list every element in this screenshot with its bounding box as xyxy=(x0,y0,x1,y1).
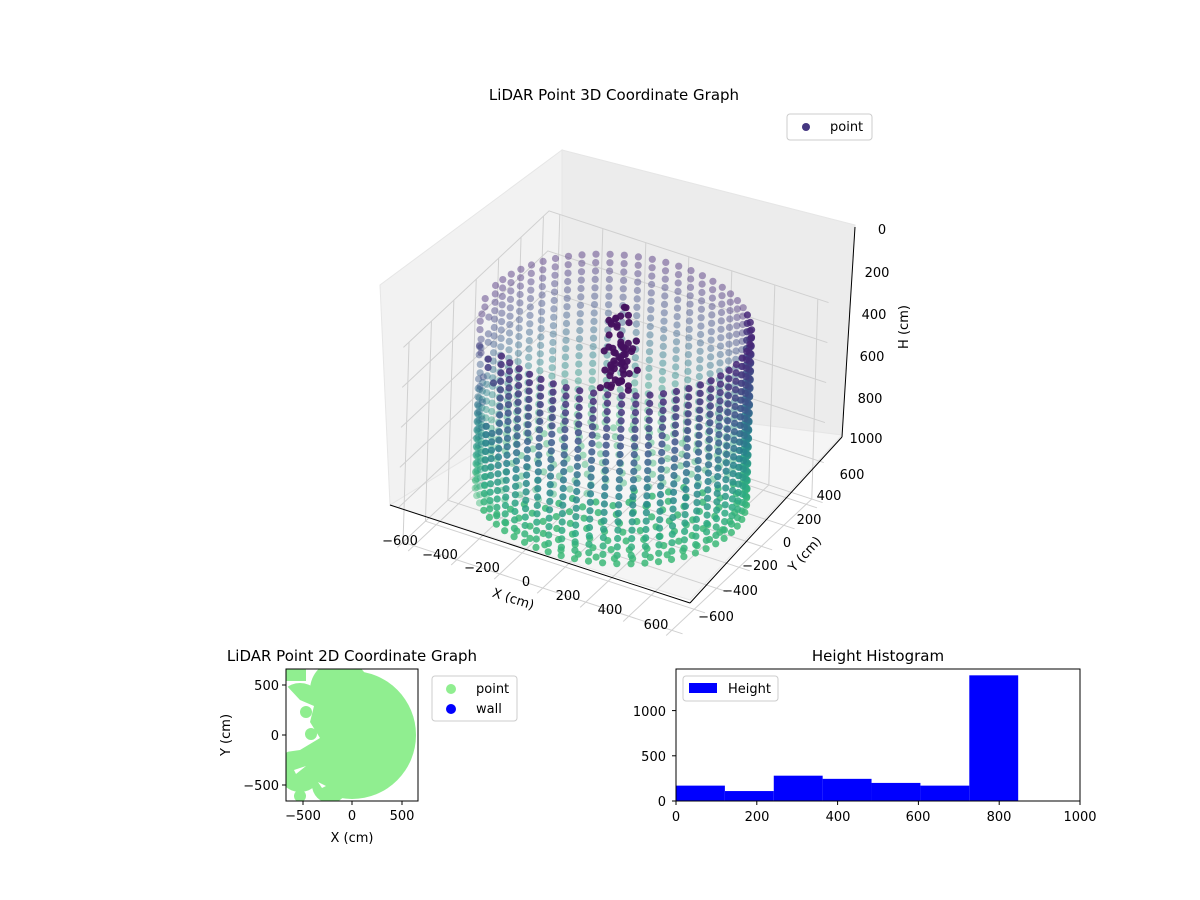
z-tick: 400 xyxy=(862,308,887,323)
x-tick: 400 xyxy=(826,810,851,825)
z-tick: 800 xyxy=(858,392,883,407)
y-tick: 600 xyxy=(840,468,865,483)
z-tick-labels: 0 200 400 600 800 1000 xyxy=(849,223,889,447)
x-tick: 0 xyxy=(672,810,680,825)
z-tick: 200 xyxy=(865,266,890,281)
figure: LiDAR Point 3D Coordinate Graph −600 −40… xyxy=(0,0,1200,900)
x-tick: 400 xyxy=(598,603,623,618)
legend-3d: point xyxy=(787,114,872,140)
legend-label-point: point xyxy=(830,120,863,135)
z-axis-label: H (cm) xyxy=(897,305,912,349)
legend-label-wall: wall xyxy=(476,702,502,717)
histogram-bar xyxy=(872,783,921,801)
legend-2d: point wall xyxy=(432,676,517,721)
legend-marker-point xyxy=(802,123,810,131)
y-tick: −400 xyxy=(722,584,758,599)
y-tick: 0 xyxy=(271,729,279,744)
y-tick: 500 xyxy=(254,679,279,694)
legend-marker-height xyxy=(689,683,717,693)
z-tick: 600 xyxy=(860,350,885,365)
histogram-bar xyxy=(676,786,725,801)
z-tick: 1000 xyxy=(849,432,882,447)
x-tick: 600 xyxy=(644,618,669,633)
y-tick: 400 xyxy=(817,489,842,504)
y-tick: −200 xyxy=(742,559,778,574)
x-tick: 0 xyxy=(348,809,356,824)
plot-2d-title: LiDAR Point 2D Coordinate Graph xyxy=(227,647,477,665)
legend-marker-point xyxy=(446,684,456,694)
points-2d xyxy=(278,660,416,803)
x-axis-label: X (cm) xyxy=(490,586,536,614)
y-tick: −600 xyxy=(698,610,734,625)
plot-3d-title: LiDAR Point 3D Coordinate Graph xyxy=(489,86,739,104)
x-tick: 200 xyxy=(556,589,581,604)
y-tick: 1000 xyxy=(633,705,666,720)
legend-histogram: Height xyxy=(683,676,778,701)
histogram-title: Height Histogram xyxy=(812,647,944,665)
plot-3d: LiDAR Point 3D Coordinate Graph −600 −40… xyxy=(380,86,912,636)
x-tick: 500 xyxy=(390,809,415,824)
y-tick: 0 xyxy=(783,536,791,551)
legend-marker-wall xyxy=(446,704,456,714)
histogram-bar xyxy=(725,791,774,801)
x-tick: −400 xyxy=(422,548,458,563)
x-tick: −600 xyxy=(382,534,418,549)
histogram-bar xyxy=(920,786,969,801)
legend-label-point: point xyxy=(476,682,509,697)
y-tick: 0 xyxy=(658,795,666,810)
histogram-bar xyxy=(823,779,872,801)
plot-2d: LiDAR Point 2D Coordinate Graph −500 xyxy=(219,647,517,846)
x-tick: 200 xyxy=(745,810,770,825)
y-axis-label-2d: Y (cm) xyxy=(219,714,234,757)
x-tick: 800 xyxy=(987,810,1012,825)
y-tick: 500 xyxy=(641,750,666,765)
x-axis-label-2d: X (cm) xyxy=(331,831,374,846)
x-tick: −200 xyxy=(464,561,500,576)
x-tick: 600 xyxy=(906,810,931,825)
histogram-tick-labels: 0 200 400 600 800 1000 0 500 1000 xyxy=(633,705,1097,825)
x-tick: −500 xyxy=(285,809,321,824)
histogram-bar xyxy=(774,776,823,801)
y-tick: 200 xyxy=(797,513,822,528)
x-tick: 0 xyxy=(522,575,530,590)
x-tick: 1000 xyxy=(1063,810,1096,825)
y-tick: −500 xyxy=(243,779,279,794)
plot-histogram: Height Histogram 0 200 400 600 800 1000 … xyxy=(633,647,1097,825)
z-tick: 0 xyxy=(878,223,886,238)
histogram-bar xyxy=(969,675,1018,801)
legend-label-height: Height xyxy=(728,682,771,697)
